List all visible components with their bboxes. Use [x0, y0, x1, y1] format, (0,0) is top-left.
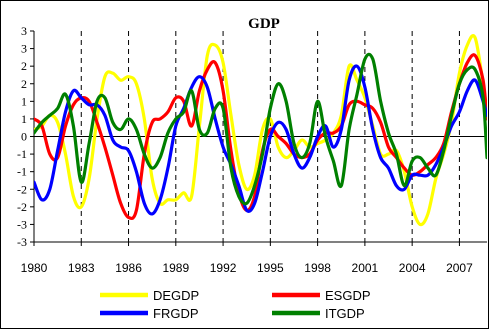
y-tick-label: -2 [17, 200, 27, 214]
legend-label-itgdp: ITGDP [325, 306, 365, 321]
y-tick-label: 3 [21, 42, 27, 56]
y-tick-label: 2 [21, 59, 27, 73]
legend: DEGDP ESGDP FRGDP ITGDP [100, 288, 371, 321]
series-line-frgdp [34, 64, 487, 216]
x-tick-label: 2001 [352, 261, 379, 275]
y-tick-label: -2 [17, 182, 27, 196]
legend-label-esgdp: ESGDP [325, 288, 371, 303]
x-tick-label: 1998 [304, 261, 331, 275]
x-tick-label: 1980 [21, 261, 48, 275]
y-tick-label: 2 [21, 77, 27, 91]
y-tick-label: -1 [17, 165, 27, 179]
series-line-itgdp [34, 52, 487, 206]
chart-title: GDP [248, 16, 280, 32]
series-line-degdp [34, 33, 487, 227]
x-tick-labels: 1980 1983 1986 1989 1992 1995 1998 2001 2004 2007 [21, 242, 473, 275]
legend-label-degdp: DEGDP [153, 288, 199, 303]
y-tick-label: -1 [17, 147, 27, 161]
x-tick-label: 1995 [257, 261, 284, 275]
y-tick-label: 0 [21, 130, 27, 144]
x-tick-label: 1983 [68, 261, 95, 275]
y-tick-label: 1 [21, 112, 27, 126]
x-tick-label: 1989 [162, 261, 189, 275]
x-tick-label: 1986 [115, 261, 142, 275]
legend-label-frgdp: FRGDP [153, 306, 199, 321]
y-tick-label: 3 [21, 24, 27, 38]
y-tick-labels: 3 3 2 2 1 1 0 -1 -1 -2 -2 -3 -3 [17, 24, 34, 249]
series-lines [34, 33, 487, 227]
x-tick-label: 2007 [446, 261, 473, 275]
y-tick-label: -3 [17, 217, 27, 231]
y-tick-label: 1 [21, 94, 27, 108]
x-tick-label: 1992 [210, 261, 237, 275]
x-tick-label: 2004 [399, 261, 426, 275]
y-tick-label: -3 [17, 235, 27, 249]
